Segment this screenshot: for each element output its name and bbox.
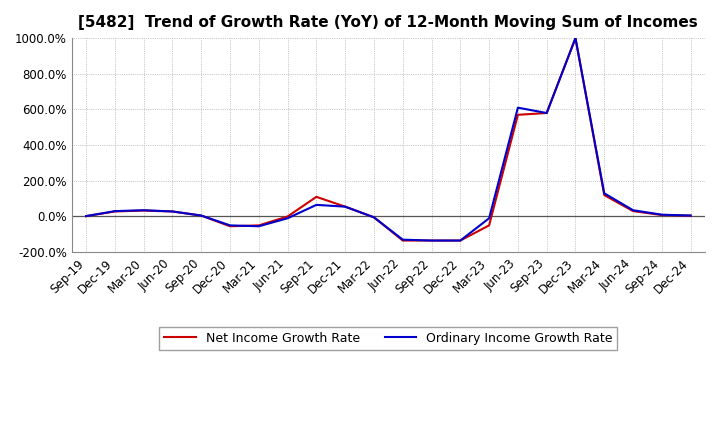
Ordinary Income Growth Rate	[571, 36, 580, 41]
Line: Ordinary Income Growth Rate: Ordinary Income Growth Rate	[86, 38, 690, 241]
Net Income Growth Rate	[140, 208, 148, 213]
Net Income Growth Rate	[427, 238, 436, 243]
Ordinary Income Growth Rate	[427, 238, 436, 243]
Net Income Growth Rate	[542, 110, 551, 116]
Ordinary Income Growth Rate	[168, 209, 177, 214]
Ordinary Income Growth Rate	[398, 237, 407, 242]
Net Income Growth Rate	[571, 36, 580, 41]
Ordinary Income Growth Rate	[82, 213, 91, 219]
Ordinary Income Growth Rate	[629, 208, 637, 213]
Ordinary Income Growth Rate	[140, 208, 148, 213]
Net Income Growth Rate	[513, 112, 522, 117]
Ordinary Income Growth Rate	[312, 202, 320, 208]
Net Income Growth Rate	[82, 213, 91, 219]
Net Income Growth Rate	[197, 213, 206, 218]
Net Income Growth Rate	[398, 238, 407, 243]
Net Income Growth Rate	[283, 214, 292, 219]
Net Income Growth Rate	[456, 238, 464, 243]
Net Income Growth Rate	[600, 192, 608, 198]
Net Income Growth Rate	[111, 209, 120, 214]
Ordinary Income Growth Rate	[283, 216, 292, 221]
Legend: Net Income Growth Rate, Ordinary Income Growth Rate: Net Income Growth Rate, Ordinary Income …	[159, 327, 618, 350]
Line: Net Income Growth Rate: Net Income Growth Rate	[86, 38, 690, 241]
Ordinary Income Growth Rate	[197, 213, 206, 218]
Net Income Growth Rate	[168, 209, 177, 214]
Ordinary Income Growth Rate	[456, 238, 464, 243]
Ordinary Income Growth Rate	[341, 204, 349, 209]
Ordinary Income Growth Rate	[542, 110, 551, 116]
Net Income Growth Rate	[629, 209, 637, 214]
Net Income Growth Rate	[485, 223, 493, 228]
Ordinary Income Growth Rate	[513, 105, 522, 110]
Net Income Growth Rate	[312, 194, 320, 199]
Net Income Growth Rate	[686, 213, 695, 218]
Ordinary Income Growth Rate	[369, 215, 378, 220]
Ordinary Income Growth Rate	[226, 223, 235, 228]
Net Income Growth Rate	[341, 204, 349, 209]
Net Income Growth Rate	[226, 224, 235, 229]
Ordinary Income Growth Rate	[657, 212, 666, 217]
Ordinary Income Growth Rate	[254, 224, 263, 229]
Net Income Growth Rate	[657, 213, 666, 218]
Ordinary Income Growth Rate	[600, 191, 608, 196]
Title: [5482]  Trend of Growth Rate (YoY) of 12-Month Moving Sum of Incomes: [5482] Trend of Growth Rate (YoY) of 12-…	[78, 15, 698, 30]
Ordinary Income Growth Rate	[111, 209, 120, 214]
Net Income Growth Rate	[254, 223, 263, 228]
Ordinary Income Growth Rate	[686, 213, 695, 218]
Net Income Growth Rate	[369, 215, 378, 220]
Ordinary Income Growth Rate	[485, 216, 493, 221]
